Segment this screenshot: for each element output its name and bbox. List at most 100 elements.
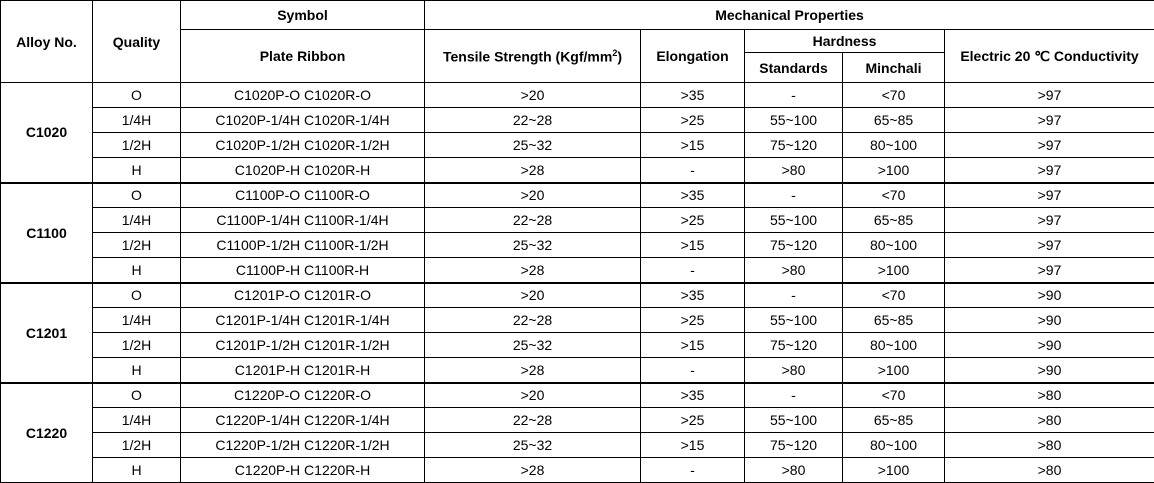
cell-quality: O: [92, 181, 181, 208]
cell-conductivity: >97: [943, 257, 1154, 283]
cell-elongation: >35: [640, 381, 745, 408]
cell-elongation: -: [640, 357, 745, 383]
table-row: 1/4H C1020P-1/4H C1020R-1/4H 22~28 >25 55~10…: [1, 107, 1154, 133]
header-hardness: Hardness: [744, 29, 945, 53]
cell-tensile-strength: 25~32: [424, 432, 641, 458]
table-row: C1220 O C1220P-O C1220R-O >20 >35- <70 >80: [0, 381, 1154, 483]
cell-quality: 1/2H: [92, 232, 181, 258]
cell-alloy-no: C1201: [0, 281, 93, 383]
cell-symbol: C1020P-O C1020R-O: [180, 82, 425, 108]
cell-tensile-strength: 22~28: [424, 207, 641, 233]
cell-elongation: >15: [640, 232, 745, 258]
header-minchali: Minchali: [842, 52, 945, 83]
header-plate-ribbon: Plate Ribbon: [180, 29, 425, 83]
cell-hardness-minchali: 65~85: [842, 307, 945, 333]
cell-tensile-strength: >20: [424, 281, 641, 308]
cell-hardness-standards: -: [744, 281, 843, 308]
table-row: 1/2H C1220P-1/2H C1220R-1/2H 25~32 >15 75~12…: [1, 432, 1154, 458]
cell-hardness-minchali: <70: [842, 381, 945, 408]
cell-hardness-minchali: 80~100: [842, 232, 945, 258]
cell-tensile-strength: 22~28: [424, 307, 641, 333]
cell-conductivity: >97: [943, 157, 1154, 183]
cell-hardness-standards: 75~120: [744, 432, 843, 458]
cell-hardness-minchali: <70: [842, 181, 945, 208]
cell-hardness-standards: -: [744, 381, 843, 408]
cell-hardness-standards: >80: [744, 257, 843, 283]
cell-hardness-minchali: >100: [842, 157, 945, 183]
cell-conductivity: >90: [943, 307, 1154, 333]
cell-tensile-strength: >28: [424, 357, 641, 383]
cell-alloy-no: C1220: [0, 381, 93, 483]
cell-tensile-strength: 25~32: [424, 332, 641, 358]
cell-conductivity: >80: [943, 381, 1154, 408]
cell-conductivity: >97: [943, 107, 1154, 133]
cell-elongation: >25: [640, 407, 745, 433]
cell-conductivity: >80: [943, 407, 1154, 433]
cell-quality: H: [92, 457, 181, 483]
cell-symbol: C1100P-H C1100R-H: [180, 257, 425, 283]
table-row: 1/4H C1100P-1/4H C1100R-1/4H 22~28 >25 55~10…: [1, 207, 1154, 233]
cell-symbol: C1220P-O C1220R-O: [180, 381, 425, 408]
cell-quality: 1/2H: [92, 432, 181, 458]
cell-symbol: C1201P-O C1201R-O: [180, 281, 425, 308]
header-quality: Quality: [92, 0, 181, 83]
header-standards: Standards: [744, 52, 843, 83]
cell-elongation: -: [640, 257, 745, 283]
cell-hardness-standards: 55~100: [744, 407, 843, 433]
table-row: H C1220P-H C1220R-H >28- >80 >100 >80: [1, 457, 1154, 483]
cell-hardness-minchali: 65~85: [842, 107, 945, 133]
cell-symbol: C1201P-1/2H C1201R-1/2H: [180, 332, 425, 358]
cell-hardness-minchali: 65~85: [842, 207, 945, 233]
tensile-label-end: ): [617, 48, 622, 65]
tensile-label: Tensile Strength (Kgf/mm: [443, 48, 613, 65]
cell-conductivity: >90: [943, 332, 1154, 358]
cell-symbol: C1020P-H C1020R-H: [180, 157, 425, 183]
cell-elongation: >35: [640, 82, 745, 108]
cell-hardness-minchali: >100: [842, 457, 945, 483]
cell-quality: 1/2H: [92, 132, 181, 158]
header-tensile-strength: Tensile Strength (Kgf/mm2): [424, 29, 641, 83]
table-row: C1201 O C1201P-O C1201R-O >20 >35- <70 >90: [0, 281, 1154, 383]
table-row: 1/4H C1201P-1/4H C1201R-1/4H 22~28 >25 55~10…: [1, 307, 1154, 333]
table-row: H C1100P-H C1100R-H >28- >80 >100 >97: [1, 257, 1154, 283]
cell-elongation: >35: [640, 281, 745, 308]
cell-tensile-strength: 25~32: [424, 232, 641, 258]
cell-hardness-standards: 55~100: [744, 307, 843, 333]
cell-quality: H: [92, 257, 181, 283]
cell-hardness-standards: 75~120: [744, 132, 843, 158]
header-mechanical-properties: Mechanical Properties: [423, 0, 1154, 30]
table-row: 1/2H C1100P-1/2H C1100R-1/2H 25~32 >15 75~12…: [1, 232, 1154, 258]
header-alloy-no: Alloy No.: [0, 0, 93, 83]
cell-conductivity: >80: [943, 457, 1154, 483]
cell-conductivity: >97: [943, 232, 1154, 258]
table-row: 1/2H C1020P-1/2H C1020R-1/2H 25~32 >15 75~12…: [1, 132, 1154, 158]
cell-tensile-strength: >28: [424, 257, 641, 283]
cell-quality: O: [92, 82, 181, 108]
cell-alloy-no: C1100: [0, 181, 93, 283]
cell-hardness-minchali: <70: [842, 281, 945, 308]
cell-symbol: C1220P-1/4H C1220R-1/4H: [180, 407, 425, 433]
cell-conductivity: >97: [943, 181, 1154, 208]
cell-conductivity: >90: [943, 281, 1154, 308]
cell-symbol: C1201P-H C1201R-H: [180, 357, 425, 383]
header-elongation: Elongation: [640, 29, 745, 83]
cell-elongation: >25: [640, 107, 745, 133]
cell-tensile-strength: 25~32: [424, 132, 641, 158]
table-row: 1/2H C1201P-1/2H C1201R-1/2H 25~32 >15 75~12…: [1, 332, 1154, 358]
cell-symbol: C1201P-1/4H C1201R-1/4H: [180, 307, 425, 333]
header-symbol: Symbol: [180, 0, 425, 30]
tensile-superscript: 2: [612, 47, 618, 58]
cell-hardness-minchali: 80~100: [842, 332, 945, 358]
cell-elongation: -: [640, 157, 745, 183]
cell-quality: H: [92, 157, 181, 183]
cell-hardness-minchali: 80~100: [842, 132, 945, 158]
cell-symbol: C1020P-1/4H C1020R-1/4H: [180, 107, 425, 133]
table-row: H C1201P-H C1201R-H >28- >80 >100 >90: [1, 357, 1154, 383]
cell-conductivity: >97: [943, 207, 1154, 233]
cell-elongation: >25: [640, 307, 745, 333]
cell-hardness-standards: >80: [744, 157, 843, 183]
cell-tensile-strength: 22~28: [424, 407, 641, 433]
table-row: C1100 O C1100P-O C1100R-O >20 >35- <70 >97: [0, 181, 1154, 283]
cell-quality: O: [92, 381, 181, 408]
cell-hardness-minchali: <70: [842, 82, 945, 108]
